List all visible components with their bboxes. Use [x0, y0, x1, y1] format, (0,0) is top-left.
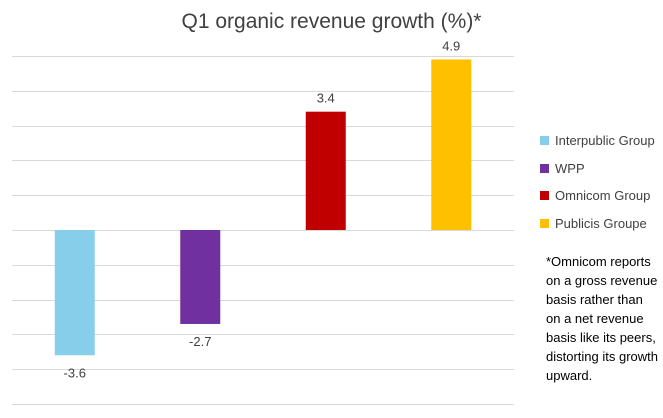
legend-item-interpublic: Interpublic Group — [540, 127, 658, 155]
bar-interpublic-group — [54, 230, 95, 356]
legend-item-wpp: WPP — [540, 155, 658, 183]
bars — [54, 59, 472, 356]
legend-item-publicis: Publicis Groupe — [540, 210, 658, 238]
chart-title: Q1 organic revenue growth (%)* — [181, 10, 482, 33]
legend-swatch — [540, 219, 549, 229]
legend-swatch — [540, 191, 549, 201]
legend-swatch — [540, 163, 549, 173]
data-label: -3.6 — [64, 365, 86, 380]
footnote-annotation: *Omnicom reports on a gross revenue basi… — [546, 254, 658, 383]
legend-label: Publicis Groupe — [555, 216, 647, 232]
legend-label: WPP — [555, 160, 585, 176]
legend-item-omnicom: Omnicom Group — [540, 182, 658, 210]
bar-wpp — [180, 230, 221, 324]
legend-label: Omnicom Group — [555, 188, 651, 204]
data-label: 4.9 — [442, 38, 460, 53]
legend-swatch — [540, 136, 549, 146]
gridlines — [12, 56, 514, 405]
bar-publicis-groupe — [431, 59, 472, 231]
data-label: -2.7 — [189, 334, 211, 349]
data-labels: -3.6 -2.7 3.4 4.9 — [64, 38, 461, 380]
legend-label: Interpublic Group — [555, 133, 655, 149]
data-label: 3.4 — [317, 91, 335, 106]
legend: Interpublic Group WPP Omnicom Group Publ… — [540, 127, 658, 237]
bar-omnicom-group — [305, 111, 346, 230]
